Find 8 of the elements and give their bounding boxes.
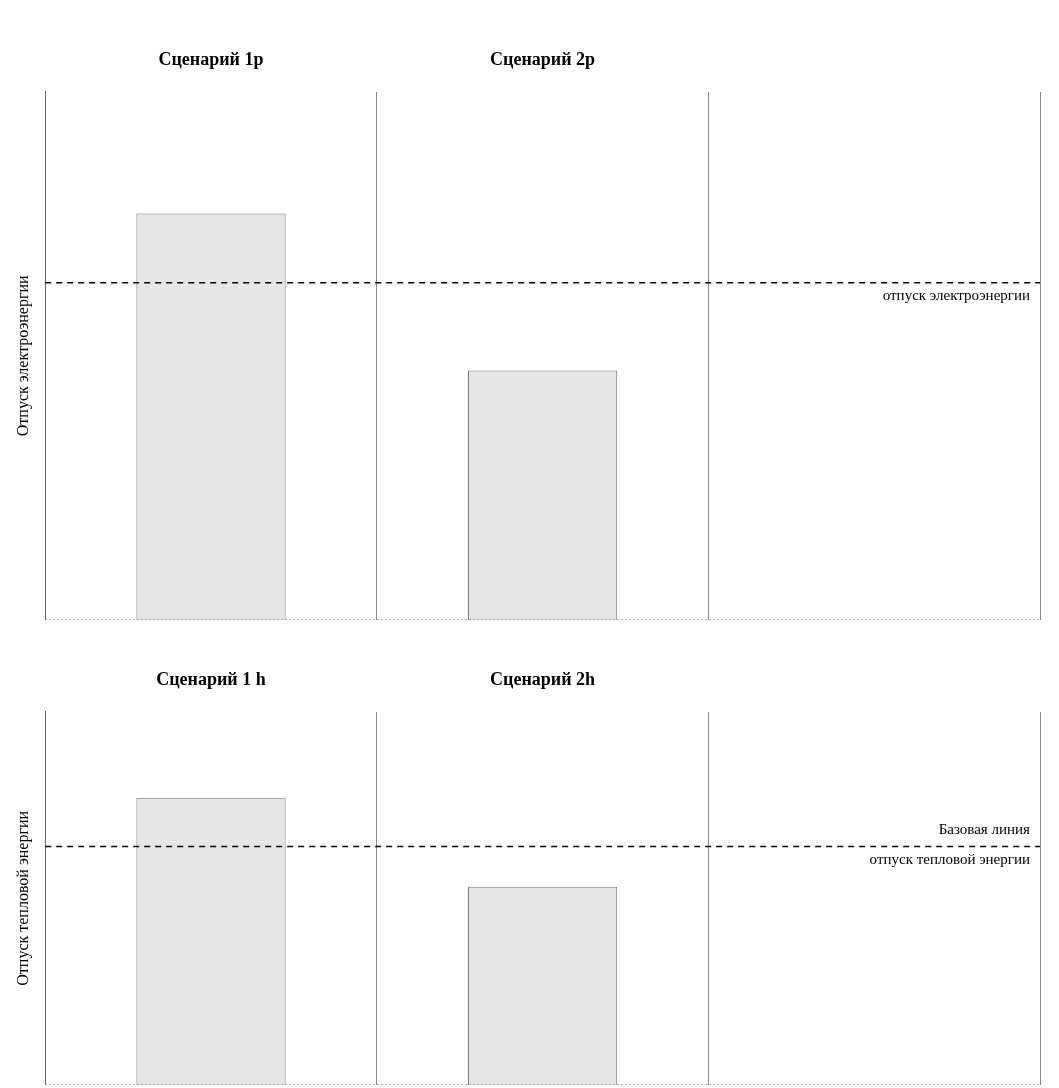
x-tick-label: Сценарий 2h	[490, 669, 596, 690]
x-tick-label: Сценарий 2р	[490, 49, 596, 70]
ref-line-label: Базовая линия отпуск тепловой энергии	[869, 821, 1031, 868]
y-axis-title: Отпуск электроэнергии	[13, 274, 32, 437]
ref-line-label: отпуск электроэнергии	[882, 287, 1030, 304]
x-tick-label: Сценарий 1р	[158, 49, 264, 70]
y-axis-title: Отпуск тепловой энергии	[13, 810, 32, 986]
x-tick-label: Сценарий 1 h	[156, 669, 266, 690]
